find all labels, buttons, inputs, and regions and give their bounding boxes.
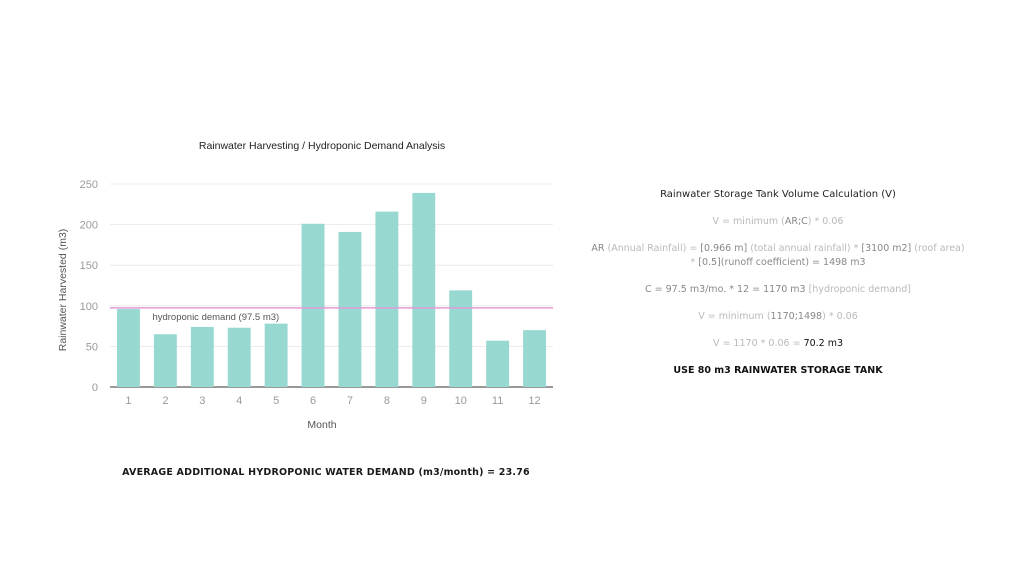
ar-roof-value: [3100 m2]	[861, 243, 912, 254]
formula-text-end: ) * 0.06	[807, 216, 844, 227]
bar	[153, 334, 177, 387]
c-desc: [hydroponic demand]	[805, 284, 911, 295]
bar	[301, 223, 325, 387]
vmin-values: 1170;1498	[770, 311, 823, 322]
demand-line: C = 97.5 m3/mo. * 12 = 1170 m3 [hydropon…	[588, 283, 968, 297]
y-tick-label: 200	[80, 220, 98, 232]
c-value: 97.5 m3/mo. * 12 = 1170 m3	[665, 284, 806, 295]
y-axis-label: Rainwater Harvested (m3)	[57, 229, 69, 352]
formula-arc: AR;C	[784, 216, 808, 227]
bar	[117, 309, 140, 387]
x-tick-label: 10	[455, 395, 467, 407]
x-tick-label: 6	[310, 395, 316, 407]
ar-coefficient-value: [0.5]	[698, 257, 721, 268]
calculation-title: Rainwater Storage Tank Volume Calculatio…	[660, 189, 896, 200]
formula-text: V = minimum (	[712, 216, 785, 227]
annual-rainfall-line: AR (Annual Rainfall) = [0.966 m] (total …	[588, 242, 968, 270]
tank-volume-calculation: Rainwater Storage Tank Volume Calculatio…	[588, 188, 968, 378]
ar-desc: (Annual Rainfall) =	[604, 243, 701, 254]
x-tick-label: 12	[528, 395, 540, 407]
vmin-text-end: ) * 0.06	[822, 311, 858, 322]
bar	[227, 327, 251, 387]
x-tick-label: 4	[236, 395, 242, 407]
bar	[412, 192, 436, 387]
vresult-text: V = 1170 * 0.06 =	[712, 338, 804, 349]
y-axis-ticks: 0 50 100 150 200 250	[80, 179, 98, 394]
ar-coefficient-desc: (runoff coefficient) =	[720, 257, 824, 268]
vmin-text: V = minimum (	[698, 311, 771, 322]
x-tick-label: 3	[199, 395, 205, 407]
x-tick-label: 1	[125, 395, 131, 407]
bars	[117, 192, 546, 387]
ar-multiply: *	[690, 257, 699, 268]
bar	[375, 211, 399, 387]
ar-rainfall-value: [0.966 m]	[700, 243, 748, 254]
ar-symbol: AR	[591, 243, 605, 254]
x-tick-label: 7	[347, 395, 353, 407]
y-tick-label: 250	[80, 179, 98, 191]
average-demand-note: AVERAGE ADDITIONAL HYDROPONIC WATER DEMA…	[122, 467, 530, 478]
bar	[486, 340, 510, 387]
y-tick-label: 0	[92, 382, 98, 394]
x-axis-label: Month	[307, 419, 336, 431]
c-symbol: C =	[645, 284, 666, 295]
ar-roof-desc: (roof area)	[911, 243, 965, 254]
x-axis-ticks: 1 2 3 4 5 6 7 8 9 10 11 12	[125, 395, 540, 407]
bar	[338, 231, 362, 387]
x-tick-label: 11	[492, 395, 503, 407]
x-tick-label: 2	[162, 395, 168, 407]
hydroponic-demand-label: hydroponic demand (97.5 m3)	[152, 312, 279, 323]
x-tick-label: 5	[273, 395, 279, 407]
tank-recommendation: USE 80 m3 RAINWATER STORAGE TANK	[673, 365, 883, 376]
bar	[264, 323, 288, 387]
y-tick-label: 150	[80, 260, 98, 272]
y-tick-label: 100	[80, 301, 98, 313]
bar	[523, 330, 546, 387]
chart-gridlines	[110, 183, 553, 388]
x-tick-label: 9	[421, 395, 427, 407]
chart-title: Rainwater Harvesting / Hydroponic Demand…	[199, 140, 445, 152]
x-tick-label: 8	[384, 395, 390, 407]
y-tick-label: 50	[86, 341, 98, 353]
volume-minimum-line: V = minimum (1170;1498) * 0.06	[588, 310, 968, 324]
volume-result-line: V = 1170 * 0.06 = 70.2 m3	[588, 337, 968, 351]
ar-result: 1498 m3	[823, 257, 866, 268]
vresult-value: 70.2 m3	[803, 338, 844, 349]
bar	[449, 290, 473, 387]
ar-rainfall-desc: (total annual rainfall) *	[747, 243, 862, 254]
bar	[190, 326, 214, 387]
volume-formula: V = minimum (AR;C) * 0.06	[588, 215, 968, 229]
